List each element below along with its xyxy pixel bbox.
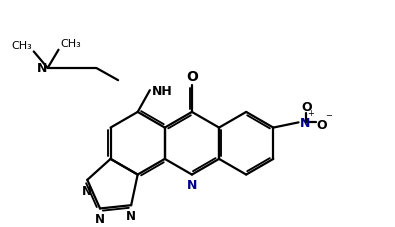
Text: N: N [300, 116, 310, 129]
Text: CH₃: CH₃ [11, 41, 32, 50]
Text: O: O [301, 100, 312, 113]
Text: N: N [36, 62, 47, 75]
Text: NH: NH [152, 84, 172, 97]
Text: N: N [126, 209, 136, 222]
Text: −: − [325, 110, 332, 119]
Text: O: O [186, 69, 198, 83]
Text: N: N [82, 184, 92, 197]
Text: CH₃: CH₃ [60, 39, 81, 49]
Text: N: N [95, 212, 105, 225]
Text: N: N [187, 178, 197, 191]
Text: +: + [307, 109, 314, 118]
Text: O: O [316, 118, 327, 131]
